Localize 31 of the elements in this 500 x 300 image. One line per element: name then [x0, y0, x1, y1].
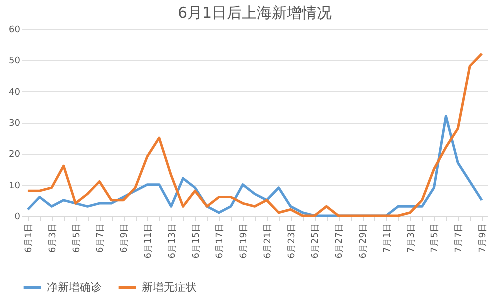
x-tick-label: 7月9日	[478, 224, 489, 253]
x-tick-label: 6月15日	[192, 224, 202, 259]
legend-label: 净新增确诊	[47, 280, 102, 294]
y-tick-label: 60	[9, 26, 21, 36]
chart-title: 6月1日后上海新增情况	[178, 4, 332, 22]
x-tick-label: 6月17日	[216, 224, 226, 259]
y-tick-label: 10	[9, 181, 21, 192]
x-tick-label: 6月25日	[311, 224, 322, 259]
legend-label: 新增无症状	[142, 280, 197, 294]
y-tick-label: 0	[14, 212, 21, 222]
x-tick-label: 6月27日	[335, 224, 346, 259]
y-tick-label: 40	[9, 88, 21, 98]
x-tick-label: 6月21日	[263, 224, 274, 259]
x-tick-label: 6月11日	[144, 224, 154, 259]
y-tick-label: 20	[9, 150, 21, 160]
x-tick-label: 7月1日	[382, 224, 393, 253]
x-tick-label: 6月7日	[96, 224, 106, 253]
line-series	[26, 52, 484, 218]
y-tick-label: 50	[9, 56, 21, 67]
x-tick-label: 7月3日	[406, 224, 417, 253]
x-tick-label: 7月5日	[430, 224, 441, 253]
x-tick-label: 6月3日	[48, 224, 58, 253]
x-tick-label: 6月29日	[359, 224, 370, 259]
x-tick-label: 6月9日	[120, 224, 130, 253]
x-tick-label: 6月13日	[168, 224, 178, 259]
x-tick-label: 7月7日	[454, 224, 465, 253]
x-tick-label: 6月19日	[240, 224, 250, 259]
x-tick-label: 6月1日	[24, 224, 34, 253]
x-tick-label: 6月5日	[72, 224, 82, 253]
x-tick-label: 6月23日	[287, 224, 298, 259]
y-tick-label: 30	[9, 119, 21, 129]
